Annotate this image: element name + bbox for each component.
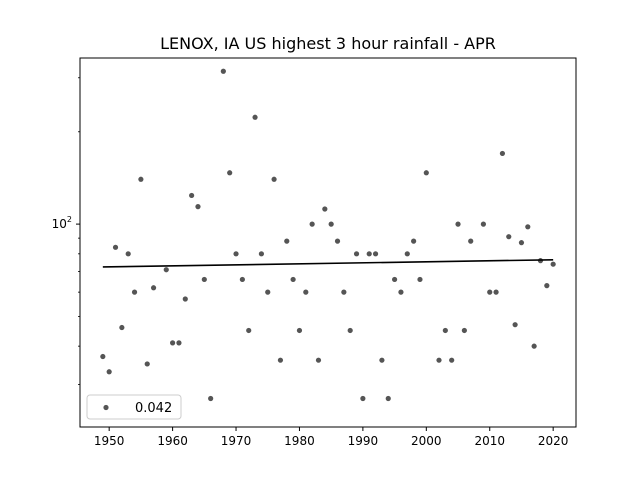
data-point [341, 289, 347, 295]
data-point [106, 369, 112, 375]
data-point [112, 244, 119, 250]
data-point [480, 221, 486, 227]
plot-frame [79, 57, 577, 428]
data-point [360, 395, 366, 402]
data-point [398, 289, 404, 295]
legend-label: 0.042 [135, 401, 172, 416]
data-point [170, 340, 176, 346]
x-tick-label: 2010 [474, 434, 505, 448]
data-point [385, 395, 391, 402]
data-point [189, 192, 195, 199]
data-point [201, 276, 207, 283]
data-point [125, 251, 131, 257]
data-point [461, 327, 467, 334]
data-point [265, 289, 271, 295]
data-point [423, 170, 429, 176]
x-tick-label: 2000 [411, 434, 442, 448]
x-tick-label: 2020 [538, 434, 569, 448]
x-tick-label: 1990 [348, 434, 379, 448]
data-point [246, 327, 252, 334]
data-point [436, 357, 442, 363]
data-point [131, 289, 138, 295]
data-point [182, 296, 188, 302]
data-point [290, 276, 296, 283]
data-point [239, 276, 245, 283]
data-point [487, 289, 493, 295]
data-point [417, 276, 423, 283]
data-point [100, 353, 106, 360]
data-point [455, 221, 461, 227]
scatter-points [100, 68, 556, 402]
data-point [347, 327, 353, 334]
data-point [163, 267, 169, 273]
data-point [449, 357, 455, 363]
data-point [493, 289, 499, 295]
data-point [544, 283, 550, 289]
data-point [518, 240, 525, 246]
data-point [220, 68, 226, 74]
data-point [322, 206, 328, 212]
data-point [277, 357, 284, 363]
data-point [512, 322, 518, 328]
data-point [208, 395, 214, 402]
data-point [233, 251, 239, 257]
data-point [309, 221, 315, 227]
data-point [372, 251, 379, 257]
data-point [550, 261, 556, 267]
data-point [499, 150, 506, 157]
trend-line-group [102, 258, 554, 268]
data-point [379, 357, 385, 363]
data-point [468, 238, 474, 244]
data-point [296, 327, 303, 334]
data-point [176, 340, 182, 346]
data-point [506, 234, 512, 240]
legend-box [86, 394, 182, 420]
x-tick-label: 1960 [157, 434, 188, 448]
data-point [328, 221, 334, 227]
data-point [258, 251, 265, 257]
x-axis: 1950 1960 1970 1980 1990 2000 2010 2020 [94, 427, 569, 448]
data-point [525, 224, 531, 230]
data-point [411, 238, 417, 244]
chart-title: LENOX, IA US highest 3 hour rainfall - A… [160, 34, 496, 53]
data-point [404, 251, 410, 257]
data-point [227, 170, 233, 176]
trend-line [102, 258, 554, 268]
data-point [252, 114, 258, 120]
legend: 0.042 [86, 394, 182, 420]
x-tick-label: 1970 [221, 434, 252, 448]
data-point [138, 176, 144, 182]
data-point [195, 204, 201, 210]
data-point [150, 285, 157, 291]
data-point [303, 289, 309, 295]
data-point [353, 251, 360, 257]
legend-marker [103, 404, 109, 411]
x-tick-label: 1950 [94, 434, 125, 448]
data-point [315, 357, 322, 363]
data-point [119, 324, 125, 331]
data-point [271, 176, 277, 182]
data-point [144, 361, 150, 367]
x-tick-label: 1980 [284, 434, 315, 448]
data-point [284, 238, 290, 244]
data-point [391, 276, 398, 283]
data-point [334, 238, 341, 244]
data-point [531, 343, 537, 349]
data-point [366, 251, 372, 257]
data-point [442, 327, 448, 334]
